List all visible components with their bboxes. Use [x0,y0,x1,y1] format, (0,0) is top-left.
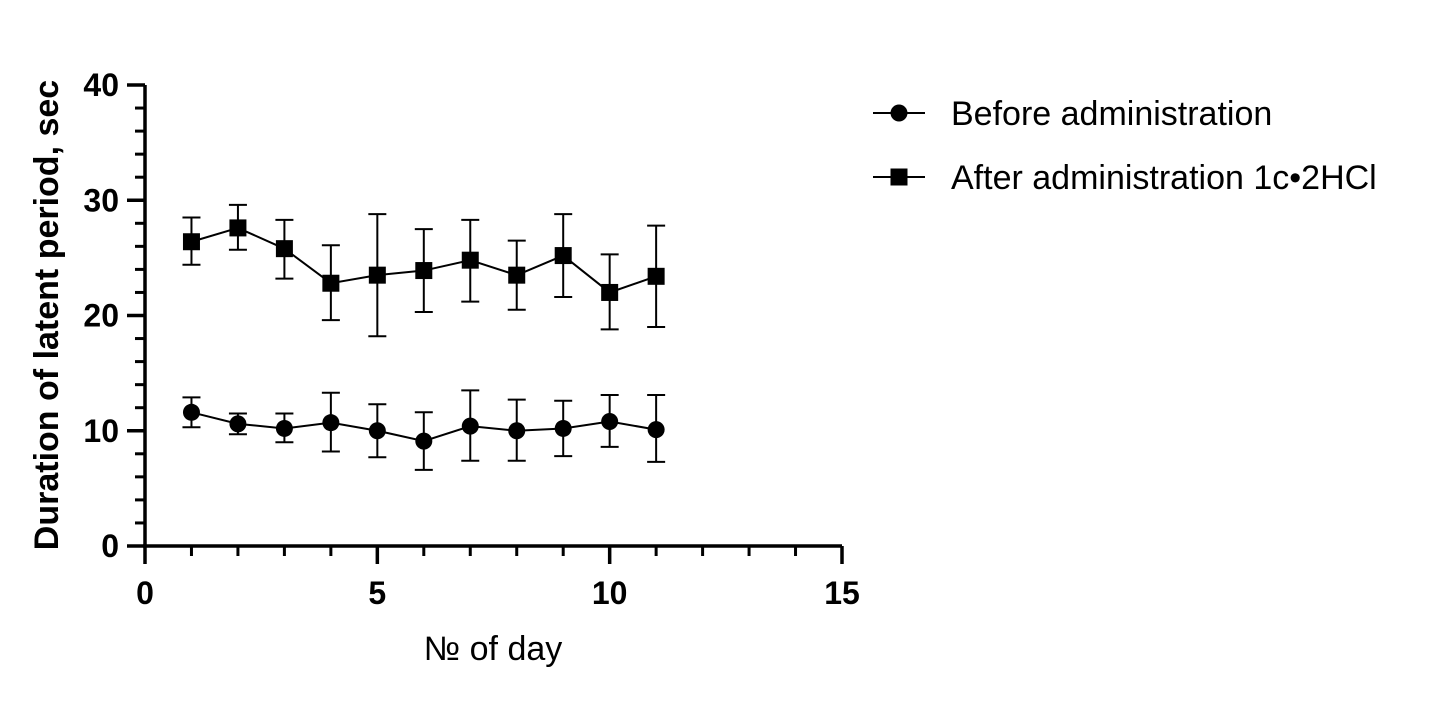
x-tick-label: 0 [136,575,154,611]
axes [143,85,842,548]
x-tick-label: 5 [368,575,386,611]
series-1 [182,389,666,471]
data-point-square [647,267,665,285]
data-point-circle [601,413,619,431]
data-point-square [554,247,572,265]
data-point-circle [229,415,247,433]
data-point-circle [322,414,340,432]
data-point-square [322,274,340,292]
plot-area [182,203,666,471]
data-point-square [508,266,526,284]
legend-marker-circle [890,104,908,122]
data-point-square [461,251,479,269]
series-2 [182,203,666,338]
data-point-square [415,262,433,280]
data-point-square [229,219,247,237]
data-point-square [275,240,293,258]
data-point-circle [647,421,665,439]
data-point-circle [182,403,200,421]
data-point-square [601,283,619,301]
y-axis-title: Duration of latent period, sec [28,80,66,550]
ticks: 0 10 20 30 40 0 5 10 15 [83,67,859,611]
data-point-square [368,266,386,284]
x-axis-title: № of day [424,630,563,668]
data-point-circle [415,432,433,450]
y-tick-label: 30 [83,182,119,218]
data-point-circle [554,419,572,437]
y-tick-label: 20 [83,298,119,334]
y-tick-label: 40 [83,67,119,103]
data-point-circle [508,422,526,440]
data-point-square [182,233,200,251]
data-point-circle [461,417,479,435]
y-tick-label: 10 [83,413,119,449]
data-point-circle [275,419,293,437]
x-tick-label: 15 [824,575,860,611]
legend-marker-square [890,168,908,186]
data-point-circle [368,422,386,440]
y-tick-label: 0 [101,528,119,564]
x-tick-label: 10 [592,575,628,611]
legend-label: Before administration [951,95,1272,133]
legend-item-1: Before administration [873,95,1272,133]
legend: Before administration After administratio… [873,95,1377,197]
legend-label: After administration 1c•2HCl [951,159,1377,197]
legend-item-2: After administration 1c•2HCl [873,159,1377,197]
